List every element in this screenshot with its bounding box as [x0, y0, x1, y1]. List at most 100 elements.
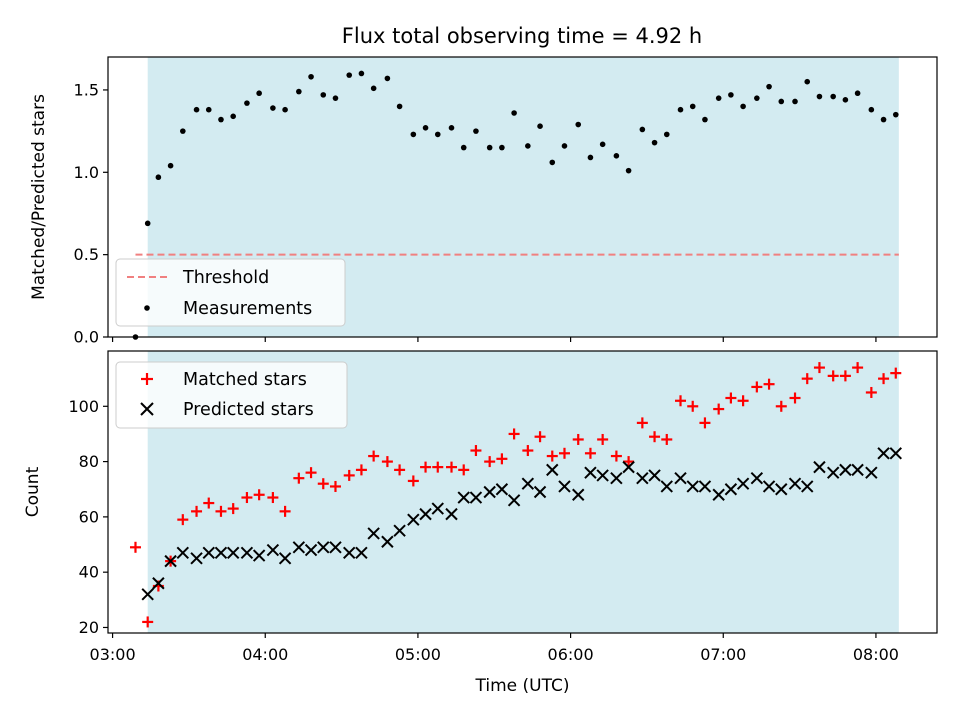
matched-star-point [839, 370, 851, 382]
predicted-mark-b [419, 507, 432, 521]
predicted-mark-b [469, 491, 483, 504]
predicted-star-point [367, 527, 380, 540]
matched-star-point [470, 445, 482, 457]
measurement-point [854, 90, 861, 97]
predicted-star-point [813, 460, 826, 474]
predicted-mark-b [152, 577, 165, 590]
predicted-mark-b [826, 466, 840, 479]
measurement-point [282, 106, 288, 113]
measurement-point [549, 159, 556, 166]
ratio-y-tick-label: 0.0 [74, 328, 99, 347]
predicted-star-point [762, 480, 776, 493]
predicted-mark-b [240, 546, 254, 560]
predicted-star-point [521, 477, 535, 490]
measurement-point [486, 144, 493, 151]
measurement-point [460, 144, 467, 151]
count-y-tick-label: 20 [79, 618, 99, 637]
predicted-star-point [190, 552, 203, 565]
predicted-mark-b [636, 471, 649, 485]
measurement-point [778, 98, 785, 105]
matched-star-point [687, 400, 699, 412]
predicted-mark-b [483, 485, 496, 499]
predicted-mark-b [445, 507, 458, 521]
matched-star-point [129, 541, 141, 553]
measurement-point [320, 92, 327, 98]
legend-measurements-label: Measurements [183, 299, 312, 319]
matched-star-point [558, 447, 570, 459]
matched-star-point [649, 431, 661, 443]
legend-measurements-swatch [144, 305, 150, 311]
matched-star-point [827, 370, 839, 382]
measurement-point [892, 111, 899, 118]
measurement-point [244, 100, 250, 106]
measurement-point [587, 154, 594, 161]
matched-star-point [407, 475, 419, 487]
measurement-point [193, 106, 200, 113]
predicted-star-point [393, 524, 406, 537]
predicted-mark-b [750, 471, 764, 485]
predicted-mark-b [648, 469, 661, 482]
matched-star-point [191, 505, 203, 517]
predicted-mark-b [674, 471, 687, 485]
measurement-point [205, 106, 212, 113]
ratio-y-tick-label: 1.0 [74, 163, 99, 182]
predicted-star-point [546, 463, 559, 477]
predicted-star-point [636, 471, 649, 485]
predicted-star-point [292, 541, 306, 554]
x-tick-label: 07:00 [700, 645, 746, 664]
matched-star-point [675, 395, 687, 407]
legend-predicted-label: Predicted stars [183, 400, 314, 420]
predicted-star-point [826, 466, 840, 479]
count-y-ticks: 20 40 60 80 100 [68, 397, 108, 637]
predicted-mark-b [495, 483, 509, 496]
count-legend: Matched stars Predicted stars [115, 361, 348, 429]
measurement-point [384, 75, 391, 82]
predicted-mark-b [266, 543, 280, 557]
predicted-star-point [610, 471, 623, 485]
measurement-point [332, 95, 339, 101]
predicted-star-point [851, 463, 864, 477]
predicted-mark-b [622, 460, 635, 474]
matched-star-point [458, 464, 470, 476]
measurement-point [804, 78, 811, 85]
predicted-star-point [889, 447, 902, 460]
predicted-mark-b [558, 480, 571, 493]
predicted-mark-b [572, 488, 585, 501]
predicted-star-point [660, 480, 673, 493]
predicted-mark-b [190, 552, 203, 565]
predicted-mark-b [214, 546, 228, 560]
ratio-y-tick-label: 1.5 [74, 80, 99, 99]
measurement-point [511, 110, 517, 116]
measurement-point [599, 141, 606, 148]
measurement-point [715, 95, 722, 101]
legend-predicted-swatch [140, 402, 154, 416]
matched-star-point [789, 392, 801, 404]
predicted-mark-b [355, 546, 368, 560]
predicted-mark-b [724, 483, 738, 496]
predicted-mark-b [877, 447, 890, 460]
matched-star-point [508, 428, 520, 440]
predicted-star-point [507, 494, 521, 507]
predicted-star-point [240, 546, 254, 560]
matched-star-point [484, 456, 496, 468]
predicted-star-point [407, 513, 420, 526]
predicted-star-point [266, 543, 280, 557]
predicted-star-point [381, 535, 394, 548]
predicted-star-point [431, 502, 444, 515]
matched-star-point [699, 417, 711, 429]
predicted-mark-b [381, 535, 394, 548]
matched-star-point [381, 456, 393, 468]
predicted-mark-b [839, 463, 852, 477]
measurement-point [830, 93, 836, 100]
predicted-mark-b [775, 483, 788, 496]
predicted-star-point [622, 460, 635, 474]
matched-star-point [279, 505, 291, 517]
predicted-star-point [686, 480, 699, 493]
predicted-mark-b [584, 466, 597, 479]
measurement-point [499, 144, 505, 151]
predicted-mark-b [141, 588, 154, 601]
matched-star-point [610, 450, 622, 462]
predicted-star-point [252, 549, 266, 562]
measurement-point [625, 167, 632, 174]
